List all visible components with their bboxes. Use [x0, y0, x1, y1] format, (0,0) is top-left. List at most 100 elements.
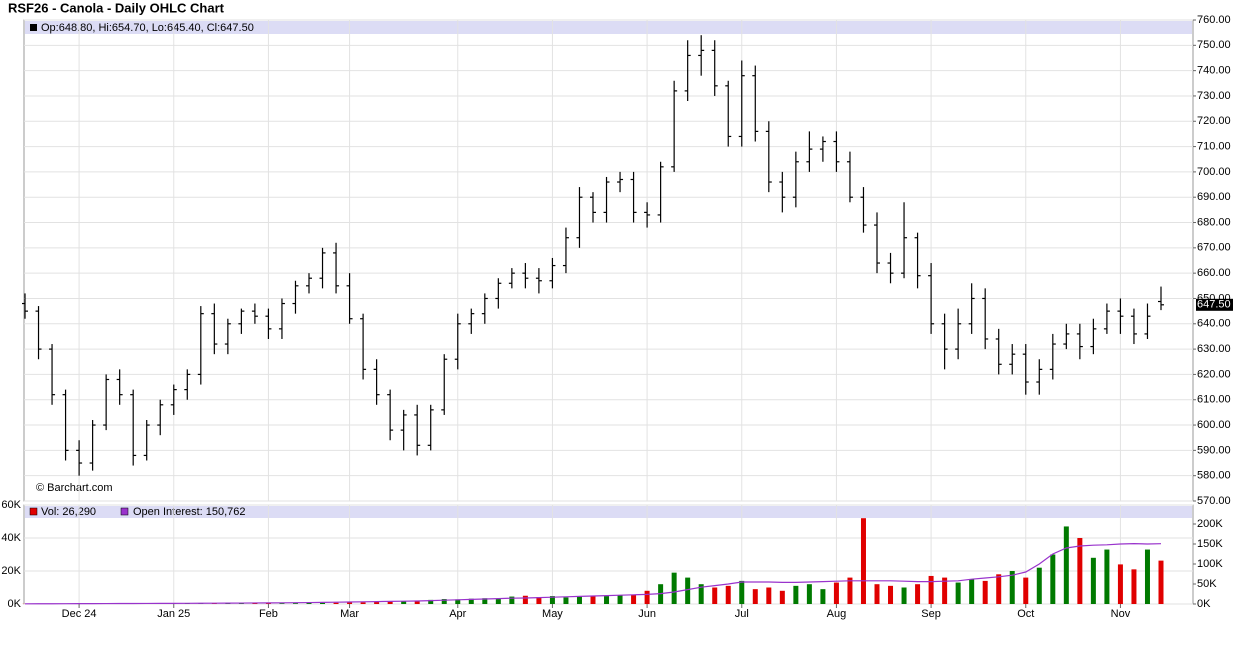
marks — [22, 35, 1164, 605]
volume-bar — [576, 596, 582, 604]
volume-bar — [265, 603, 271, 604]
volume-bar — [522, 595, 528, 604]
y2-tick-label: 0K — [1197, 598, 1211, 610]
volume-bar — [942, 577, 948, 604]
volume-bar — [617, 595, 623, 604]
volume-bar — [320, 602, 326, 604]
volume-bar — [482, 598, 488, 604]
legend-swatch — [30, 24, 37, 31]
last-price-label: 647.50 — [1197, 299, 1231, 311]
volume-bar — [1117, 564, 1123, 604]
y-tick-label: 630.00 — [1197, 343, 1231, 355]
y2-tick-label: 200K — [1197, 518, 1223, 530]
volume-bar — [468, 598, 474, 604]
legend-swatch — [120, 507, 129, 516]
volume-bar — [752, 589, 758, 604]
volume-bar — [955, 582, 961, 604]
y2-tick-label: 50K — [1197, 578, 1217, 590]
volume-bar — [712, 587, 718, 604]
y-tick-label: 740.00 — [1197, 65, 1231, 77]
volume-bar — [969, 579, 975, 604]
volume-bar — [1036, 567, 1042, 604]
y-tick-label: 750.00 — [1197, 39, 1231, 51]
volume-bar — [1063, 526, 1069, 604]
y-tick-label: 680.00 — [1197, 216, 1231, 228]
y-tick-label: 690.00 — [1197, 191, 1231, 203]
volume-bar — [401, 601, 407, 604]
volume-bar — [1090, 557, 1096, 604]
y-tick-label: 700.00 — [1197, 166, 1231, 178]
y-tick-label: 620.00 — [1197, 368, 1231, 380]
y-tick-label: 0K — [8, 598, 22, 610]
volume-bar — [1009, 571, 1015, 604]
y-tick-label: 670.00 — [1197, 242, 1231, 254]
legend-entry: Open Interest: 150,762 — [133, 506, 246, 518]
x-tick-label: Jun — [638, 608, 656, 620]
open-interest-line — [24, 542, 1162, 605]
volume-bar — [671, 572, 677, 604]
volume-bar — [644, 590, 650, 604]
x-tick-label: Apr — [449, 608, 466, 620]
volume-bar — [915, 584, 921, 604]
volume-bar — [698, 584, 704, 604]
y2-tick-label: 150K — [1197, 538, 1223, 550]
x-tick-label: Sep — [921, 608, 941, 620]
volume-bar — [306, 603, 312, 604]
volume-bar — [833, 582, 839, 604]
last-price-box — [1196, 298, 1233, 311]
x-tick-label: Mar — [340, 608, 359, 620]
volume-bar — [996, 574, 1002, 604]
volume-bar — [806, 584, 812, 604]
y-tick-label: 730.00 — [1197, 90, 1231, 102]
y-tick-label: 760.00 — [1197, 14, 1231, 26]
y-tick-label: 600.00 — [1197, 419, 1231, 431]
volume-bar — [1077, 538, 1083, 604]
volume-bar — [414, 600, 420, 604]
volume-bar — [685, 577, 691, 604]
price-legend-strip — [25, 21, 1192, 34]
x-tick-label: Dec 24 — [62, 608, 97, 620]
volume-bar — [1144, 549, 1150, 604]
volume-bar — [860, 518, 866, 604]
volume-bar — [928, 575, 934, 604]
x-tick-label: Oct — [1017, 608, 1034, 620]
volume-bar — [387, 601, 393, 604]
legend-entry: Vol: 26,290 — [41, 506, 96, 518]
volume-bar — [549, 596, 555, 604]
volume-bar — [536, 597, 542, 604]
volume-bar — [874, 584, 880, 604]
x-tick-label: Feb — [259, 608, 278, 620]
volume-bar — [1023, 577, 1029, 604]
volume-bar — [509, 596, 515, 604]
x-tick-label: May — [542, 608, 563, 620]
volume-bar — [604, 596, 610, 604]
volume-bar — [631, 594, 637, 604]
grid — [24, 19, 1193, 605]
x-tick-label: Jan 25 — [157, 608, 190, 620]
volume-bar — [279, 603, 285, 604]
y-tick-label: 580.00 — [1197, 470, 1231, 482]
legend-swatch — [29, 507, 38, 516]
volume-bar — [347, 602, 353, 604]
volume-bar — [1158, 560, 1164, 604]
volume-bar — [333, 602, 339, 604]
volume-bar — [292, 603, 298, 604]
volume-bar — [441, 599, 447, 604]
volume-bar — [360, 602, 366, 604]
volume-bar — [901, 587, 907, 604]
y2-tick-label: 100K — [1197, 558, 1223, 570]
y-tick-label: 570.00 — [1197, 495, 1231, 507]
credit: © Barchart.com — [36, 482, 113, 494]
volume-bar — [725, 585, 731, 604]
volume-bar — [590, 595, 596, 604]
x-tick-label: Aug — [827, 608, 847, 620]
volume-bar — [820, 589, 826, 604]
volume-bar — [766, 587, 772, 604]
volume-bar — [982, 580, 988, 604]
volume-bar — [495, 599, 501, 604]
volume-bar — [888, 585, 894, 604]
volume-bar — [847, 577, 853, 604]
